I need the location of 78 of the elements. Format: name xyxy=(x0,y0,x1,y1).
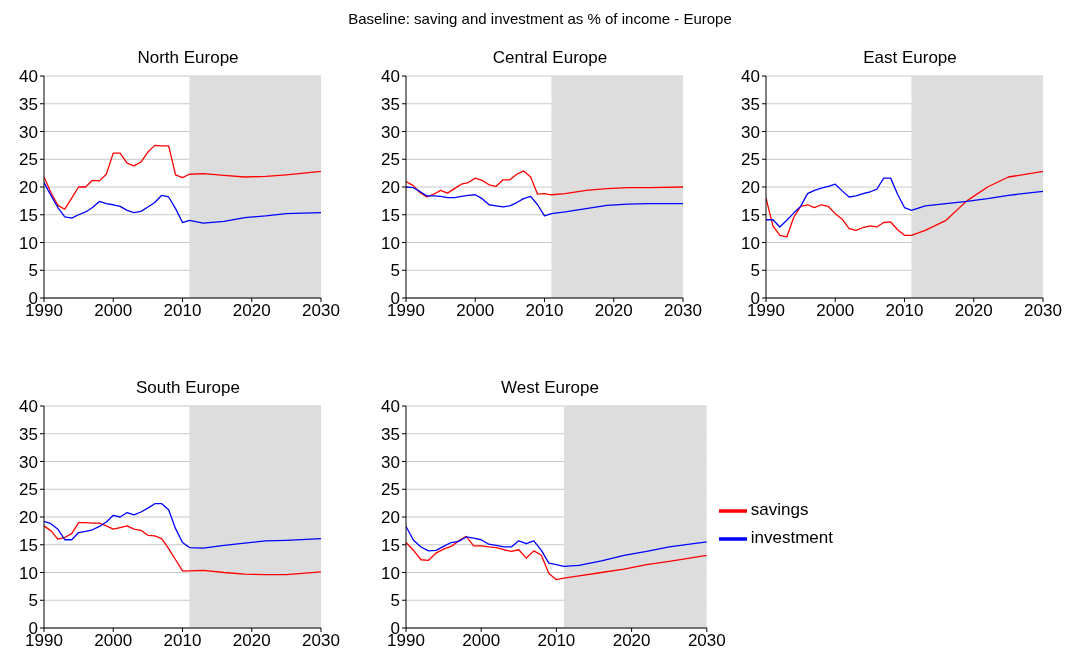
y-tick-label: 30 xyxy=(741,122,760,142)
y-tick-label: 25 xyxy=(381,480,400,500)
x-tick-label: 2000 xyxy=(94,631,133,651)
y-tick-label: 20 xyxy=(19,178,38,198)
x-tick-label: 2030 xyxy=(687,631,726,651)
x-tick-label: 2030 xyxy=(1024,301,1062,321)
x-tick-label: 2000 xyxy=(94,301,133,321)
y-tick-label: 25 xyxy=(381,150,400,170)
y-tick-label: 20 xyxy=(381,178,400,198)
y-tick-label: 15 xyxy=(19,205,38,225)
y-tick-label: 35 xyxy=(19,94,38,114)
x-tick-label: 2010 xyxy=(525,301,564,321)
legend-label: investment xyxy=(750,528,833,548)
y-tick-label: 10 xyxy=(381,233,400,253)
y-tick-label: 40 xyxy=(381,67,400,87)
line-series xyxy=(766,170,1043,238)
x-tick-label: 2030 xyxy=(302,301,340,321)
x-tick-label: 2030 xyxy=(302,631,340,651)
y-tick-label: 30 xyxy=(381,452,400,472)
line-series xyxy=(44,181,321,224)
x-tick-label: 2000 xyxy=(456,301,495,321)
y-tick-label: 20 xyxy=(381,508,400,528)
y-tick-label: 5 xyxy=(750,261,760,281)
y-tick-label: 5 xyxy=(28,591,38,611)
y-tick-label: 25 xyxy=(741,150,760,170)
x-tick-label: 2010 xyxy=(537,631,576,651)
y-tick-label: 5 xyxy=(390,591,400,611)
line-series xyxy=(406,525,707,568)
y-tick-label: 15 xyxy=(381,535,400,555)
line-series xyxy=(44,521,321,576)
y-tick-label: 35 xyxy=(741,94,760,114)
x-tick-label: 2020 xyxy=(954,301,993,321)
line-series xyxy=(44,503,321,549)
y-tick-label: 35 xyxy=(381,94,400,114)
y-tick-label: 30 xyxy=(19,122,38,142)
y-tick-label: 10 xyxy=(381,563,400,583)
line-series xyxy=(406,535,707,581)
y-tick-label: 15 xyxy=(19,535,38,555)
y-tick-label: 15 xyxy=(741,205,760,225)
y-tick-label: 40 xyxy=(741,67,760,87)
line-series xyxy=(44,144,321,210)
y-tick-label: 35 xyxy=(381,424,400,444)
legend-label: savings xyxy=(750,500,809,520)
y-tick-label: 30 xyxy=(381,122,400,142)
x-tick-label: 2020 xyxy=(612,631,651,651)
chart-title: East Europe xyxy=(862,48,958,68)
x-tick-label: 2010 xyxy=(885,301,924,321)
y-tick-label: 15 xyxy=(381,205,400,225)
x-tick-label: 2010 xyxy=(163,631,202,651)
y-tick-label: 25 xyxy=(19,480,38,500)
y-tick-label: 10 xyxy=(19,233,38,253)
chart-title: North Europe xyxy=(136,48,240,68)
x-tick-label: 2000 xyxy=(462,631,501,651)
line-series xyxy=(766,177,1043,228)
x-tick-label: 2020 xyxy=(594,301,633,321)
y-tick-label: 5 xyxy=(28,261,38,281)
y-tick-label: 40 xyxy=(381,397,400,417)
chart-title: Central Europe xyxy=(491,48,609,68)
y-tick-label: 40 xyxy=(19,67,38,87)
chart-title: South Europe xyxy=(135,378,241,398)
y-tick-label: 20 xyxy=(19,508,38,528)
x-tick-label: 2000 xyxy=(816,301,855,321)
y-tick-label: 10 xyxy=(741,233,760,253)
y-tick-label: 40 xyxy=(19,397,38,417)
x-tick-label: 2030 xyxy=(664,301,702,321)
text: Baseline: saving and investment as % of income - Europe xyxy=(347,10,733,27)
y-tick-label: 25 xyxy=(19,150,38,170)
x-tick-label: 2010 xyxy=(163,301,202,321)
y-tick-label: 10 xyxy=(19,563,38,583)
y-tick-label: 35 xyxy=(19,424,38,444)
y-tick-label: 30 xyxy=(19,452,38,472)
y-tick-label: 5 xyxy=(390,261,400,281)
chart-title: West Europe xyxy=(500,378,600,398)
line-series xyxy=(406,170,683,198)
x-tick-label: 2020 xyxy=(232,301,271,321)
x-tick-label: 2020 xyxy=(232,631,271,651)
line-series xyxy=(406,186,683,217)
y-tick-label: 20 xyxy=(741,178,760,198)
